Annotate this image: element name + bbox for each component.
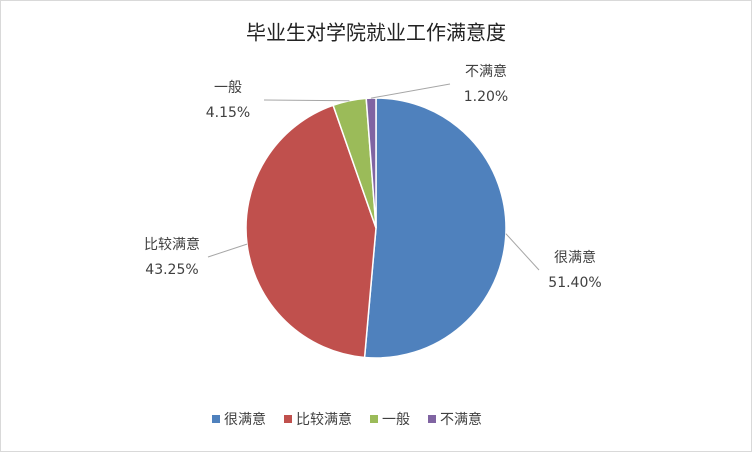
- slice-category-label: 比较满意: [144, 236, 200, 253]
- leader-line: [263, 99, 350, 102]
- slice-value-label: 1.20%: [464, 89, 508, 105]
- slice-value-label: 51.40%: [548, 275, 601, 291]
- legend-swatch: [370, 415, 378, 423]
- legend-swatch: [212, 415, 220, 423]
- leader-line: [505, 233, 540, 271]
- pie-slice: [363, 97, 507, 359]
- legend-label: 比较满意: [296, 411, 352, 428]
- slice-value-label: 43.25%: [145, 262, 198, 278]
- slice-category-label: 一般: [214, 80, 242, 96]
- legend-label: 不满意: [440, 411, 482, 428]
- leader-line: [371, 83, 451, 99]
- legend-swatch: [284, 415, 292, 423]
- legend-label: 一般: [382, 412, 410, 428]
- slice-category-label: 不满意: [465, 63, 507, 80]
- legend-swatch: [428, 415, 436, 423]
- legend-label: 很满意: [224, 411, 266, 428]
- slice-category-label: 很满意: [554, 249, 596, 266]
- slice-value-label: 4.15%: [206, 105, 250, 121]
- leader-line: [207, 243, 248, 258]
- chart-title: 毕业生对学院就业工作满意度: [246, 21, 506, 45]
- pie-slice: [245, 104, 377, 359]
